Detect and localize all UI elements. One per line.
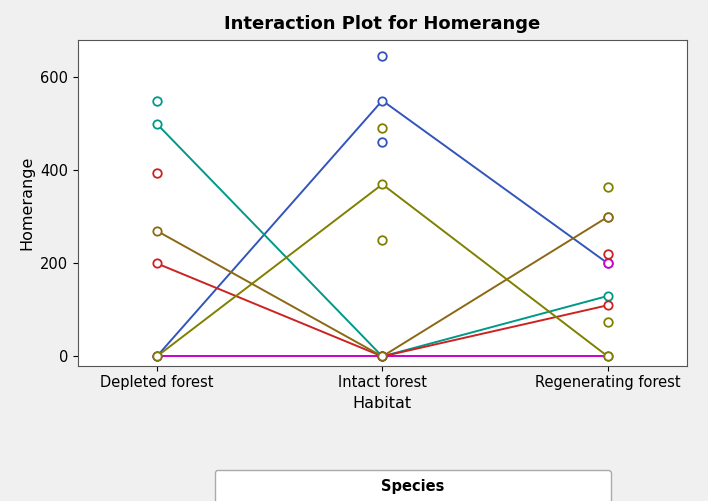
Point bbox=[151, 97, 162, 105]
Legend: Hylomyscus stella, Lophuromys ansorgei, Mastomys natalensis, Lemniscomys striatu: Hylomyscus stella, Lophuromys ansorgei, … bbox=[215, 470, 611, 501]
Line: Lophuromys stanleyi: Lophuromys stanleyi bbox=[153, 213, 612, 361]
Praomys jacksoni bbox=[378, 181, 387, 187]
Point bbox=[603, 213, 614, 221]
Line: Lemniscomys striatus: Lemniscomys striatus bbox=[153, 259, 612, 361]
Point bbox=[603, 318, 614, 326]
Lophuromys ansorgei bbox=[604, 293, 612, 299]
Lemniscomys striatus bbox=[378, 353, 387, 359]
Point bbox=[151, 169, 162, 177]
Lophuromys stanleyi bbox=[604, 214, 612, 220]
Hylomyscus stella bbox=[152, 353, 161, 359]
Mastomys natalensis bbox=[604, 353, 612, 359]
Lemniscomys striatus bbox=[604, 302, 612, 308]
Lophuromys stanleyi bbox=[378, 353, 387, 359]
Praomys jacksoni bbox=[152, 353, 161, 359]
Point bbox=[603, 182, 614, 190]
Hylomyscus stella bbox=[378, 98, 387, 104]
Lemniscomys striatus bbox=[152, 261, 161, 267]
Mastomys natalensis bbox=[378, 353, 387, 359]
Lophuromys stanleyi bbox=[152, 228, 161, 234]
Line: Lophuromys ansorgei: Lophuromys ansorgei bbox=[153, 120, 612, 361]
X-axis label: Habitat: Habitat bbox=[353, 396, 412, 411]
Lophuromys ansorgei bbox=[378, 353, 387, 359]
Line: Mastomys natalensis: Mastomys natalensis bbox=[153, 352, 612, 361]
Line: Hylomyscus stella: Hylomyscus stella bbox=[153, 96, 612, 361]
Point bbox=[377, 124, 388, 132]
Lophuromys ansorgei bbox=[152, 121, 161, 127]
Praomys jacksoni bbox=[604, 353, 612, 359]
Line: Praomys jacksoni: Praomys jacksoni bbox=[153, 180, 612, 361]
Mastomys natalensis bbox=[152, 353, 161, 359]
Point bbox=[603, 260, 614, 268]
Y-axis label: Homerange: Homerange bbox=[20, 156, 35, 250]
Point bbox=[603, 250, 614, 258]
Title: Interaction Plot for Homerange: Interaction Plot for Homerange bbox=[224, 15, 540, 33]
Point bbox=[377, 53, 388, 61]
Point bbox=[377, 236, 388, 244]
Point bbox=[377, 138, 388, 146]
Hylomyscus stella bbox=[604, 261, 612, 267]
